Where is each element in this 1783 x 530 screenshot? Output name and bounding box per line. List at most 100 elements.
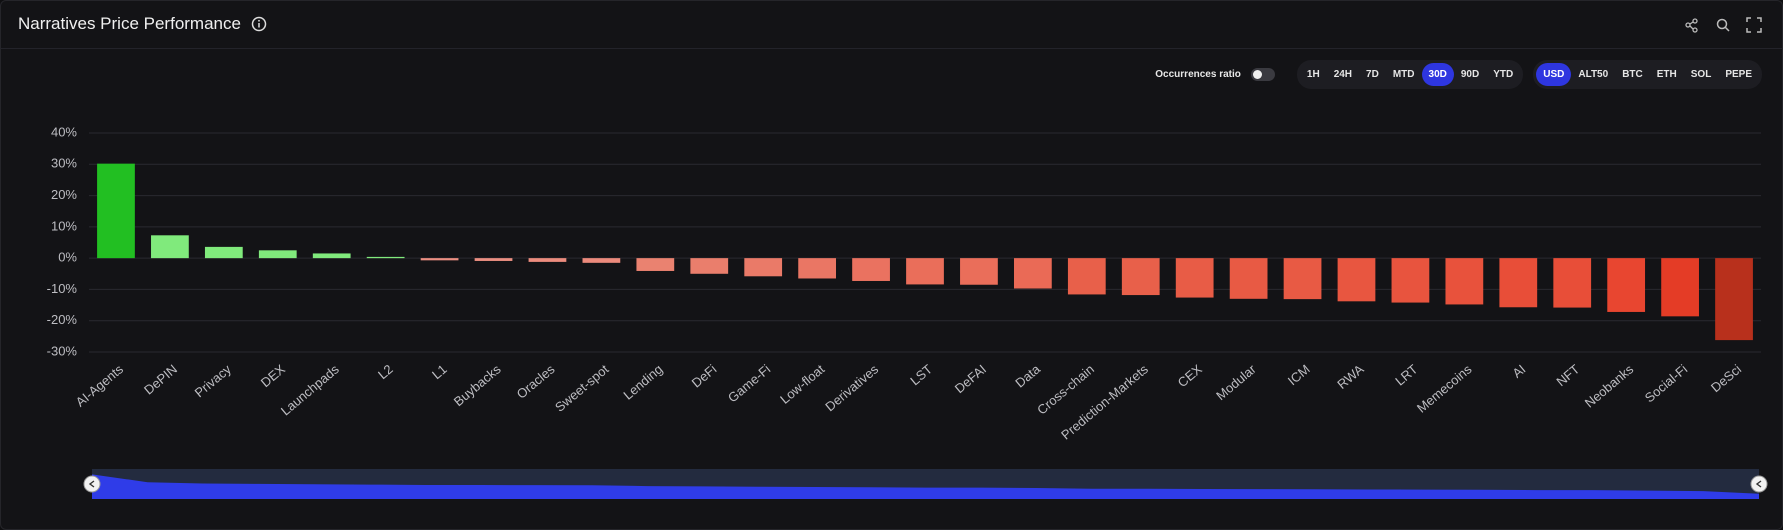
currency-button[interactable]: ALT50 [1578, 69, 1609, 80]
timeframe-button[interactable]: MTD [1392, 69, 1415, 80]
x-tick-label: DePIN [141, 361, 180, 397]
x-tick-label: Memecoins [1414, 361, 1475, 416]
zoom-handle-knob [83, 475, 101, 493]
bar [1013, 258, 1052, 289]
bar [97, 163, 135, 259]
x-tick-label: Data [1012, 361, 1043, 391]
occurrences-label: Occurrences ratio [1155, 69, 1241, 80]
timeframe-button[interactable]: 7D [1366, 69, 1379, 80]
bar [1283, 258, 1322, 300]
bar [744, 258, 783, 277]
bar [258, 250, 297, 259]
x-tick-label: AI [1509, 361, 1528, 380]
x-tick-label: DeFi [689, 361, 720, 390]
x-tick-label: L1 [429, 361, 450, 382]
x-tick-label: RWA [1334, 361, 1367, 392]
x-tick-label: Buybacks [451, 361, 504, 409]
share-icon[interactable] [1685, 18, 1698, 33]
x-tick-label: NFT [1553, 361, 1582, 389]
bar [1445, 258, 1484, 305]
x-tick-label: Privacy [192, 361, 235, 400]
x-tick-label: Oracles [514, 361, 558, 402]
zoom-handle[interactable] [83, 475, 101, 493]
y-tick-label: -20% [47, 312, 78, 327]
currency-button[interactable]: ETH [1656, 69, 1677, 80]
bar [1391, 258, 1430, 303]
bar [528, 258, 567, 262]
bar [204, 246, 243, 259]
y-tick-label: 20% [51, 187, 77, 202]
currency-button[interactable]: USD [1536, 63, 1572, 86]
bar [1067, 258, 1106, 295]
y-tick-label: 40% [51, 124, 77, 139]
bar [1607, 258, 1646, 312]
x-tick-label: ICM [1285, 361, 1313, 388]
x-tick-label: DeFAI [952, 361, 989, 396]
y-tick-label: -30% [47, 343, 78, 358]
header-divider [1, 48, 1782, 49]
bar [1121, 258, 1160, 296]
currency-button[interactable]: PEPE [1725, 69, 1752, 80]
x-tick-label: AI-Agents [73, 361, 127, 410]
bar [366, 256, 405, 259]
bar [1175, 258, 1214, 298]
currency-group: USD ALT50 BTC ETH SOL PEPE [1533, 60, 1762, 89]
timeframe-button[interactable]: 30D [1421, 63, 1454, 86]
timeframe-button[interactable]: YTD [1493, 69, 1514, 80]
x-tick-label: DeSci [1708, 361, 1744, 395]
currency-button[interactable]: BTC [1622, 69, 1643, 80]
bar [960, 258, 998, 285]
search-icon[interactable] [1716, 18, 1730, 32]
zoom-handle-knob [1750, 475, 1768, 493]
bar [636, 258, 675, 271]
timeframe-button[interactable]: 24H [1333, 69, 1353, 80]
occurrences-toggle[interactable] [1250, 68, 1275, 81]
zoom-area [92, 474, 1759, 499]
x-tick-label: Modular [1213, 361, 1259, 403]
timeframe-button[interactable]: 90D [1460, 69, 1480, 80]
x-tick-label: DEX [258, 361, 288, 390]
bar [1229, 258, 1268, 299]
x-tick-label: Derivatives [822, 361, 881, 414]
x-tick-label: Lending [620, 361, 665, 402]
zoom-handle-arrow [1755, 480, 1762, 488]
x-tick-label: Social-Fi [1642, 361, 1690, 405]
bar [798, 258, 837, 279]
x-tick-label: Launchpads [278, 361, 342, 418]
bar [1553, 258, 1592, 308]
bar [582, 258, 621, 263]
y-tick-label: 10% [51, 218, 77, 233]
x-tick-label: LRT [1392, 361, 1420, 388]
toolbar-icons [1685, 17, 1762, 33]
bar [690, 258, 729, 274]
x-tick-label: Sweet-spot [552, 361, 612, 415]
timeframe-group: 1H 24H 7D MTD 30D 90D YTD [1296, 60, 1524, 89]
x-tick-label: Low-float [777, 361, 827, 407]
info-icon[interactable] [251, 16, 267, 32]
bar [1499, 258, 1538, 308]
x-tick-label: Neobanks [1582, 361, 1637, 410]
x-tick-label: CEX [1175, 361, 1205, 390]
bar [1661, 258, 1699, 317]
y-tick-label: -10% [47, 281, 78, 296]
bar [852, 258, 890, 281]
bar [1337, 258, 1376, 302]
bar [420, 258, 459, 261]
y-tick-label: 0% [58, 250, 77, 265]
bar [1715, 258, 1753, 341]
currency-button[interactable]: SOL [1690, 69, 1712, 80]
bar [312, 253, 351, 259]
timeframe-button[interactable]: 1H [1306, 69, 1320, 80]
zoom-handle-arrow [88, 480, 95, 488]
zoom-handle[interactable] [1750, 475, 1768, 493]
y-tick-label: 30% [51, 156, 77, 171]
fullscreen-icon[interactable] [1746, 17, 1762, 33]
bar [906, 258, 944, 285]
x-tick-label: Game-Fi [725, 361, 773, 405]
panel-title: Narratives Price Performance [18, 14, 241, 33]
bar [151, 235, 189, 259]
x-tick-label: LST [907, 361, 935, 388]
controls: Occurrences ratio 1H 24H 7D MTD 30D 90D YTD US… [1155, 60, 1762, 89]
